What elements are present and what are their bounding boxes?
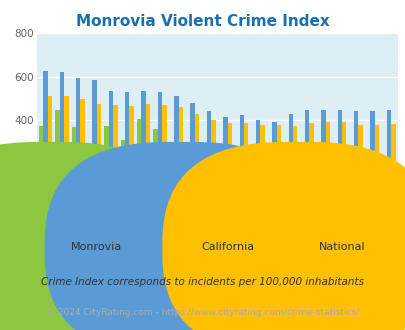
Bar [386, 110, 390, 208]
Bar [76, 78, 80, 208]
Bar [276, 125, 280, 208]
Bar [267, 181, 272, 208]
Bar [202, 165, 206, 208]
Bar [113, 105, 117, 208]
Bar [358, 125, 362, 208]
Bar [162, 105, 166, 208]
Bar [234, 160, 239, 208]
Bar [211, 120, 215, 208]
Bar [341, 121, 345, 208]
Bar [153, 129, 158, 208]
Bar [333, 166, 337, 208]
Bar [349, 181, 353, 208]
Bar [284, 181, 288, 208]
Bar [300, 173, 304, 208]
Bar [288, 114, 292, 208]
Bar [260, 125, 264, 208]
Bar [218, 163, 223, 208]
Text: Monrovia Violent Crime Index: Monrovia Violent Crime Index [76, 14, 329, 29]
Bar [255, 120, 260, 208]
Bar [48, 96, 52, 208]
Bar [88, 146, 92, 208]
Bar [55, 110, 60, 208]
Bar [304, 110, 309, 208]
Bar [190, 103, 194, 208]
Text: Monrovia: Monrovia [71, 243, 122, 252]
Bar [390, 124, 394, 208]
Bar [39, 126, 43, 208]
Bar [141, 91, 145, 208]
Bar [374, 125, 378, 208]
Bar [292, 126, 297, 208]
Bar [92, 80, 96, 208]
Bar [227, 123, 231, 208]
Bar [64, 96, 68, 208]
Bar [272, 121, 276, 208]
Bar [158, 92, 162, 208]
Bar [369, 111, 374, 208]
Bar [109, 91, 113, 208]
Bar [120, 140, 125, 208]
Bar [243, 123, 248, 208]
Text: © 2024 CityRating.com - https://www.cityrating.com/crime-statistics/: © 2024 CityRating.com - https://www.city… [46, 308, 359, 317]
Bar [194, 114, 199, 208]
Bar [309, 123, 313, 208]
Bar [365, 165, 369, 208]
Bar [145, 104, 150, 208]
Bar [239, 115, 243, 208]
Bar [316, 170, 320, 208]
Bar [251, 173, 255, 208]
Bar [125, 92, 129, 208]
Text: Crime Index corresponds to incidents per 100,000 inhabitants: Crime Index corresponds to incidents per… [41, 278, 364, 287]
Bar [353, 111, 358, 208]
Text: California: California [200, 243, 254, 252]
Bar [136, 119, 141, 208]
Bar [206, 111, 211, 208]
Bar [43, 71, 48, 208]
Bar [337, 110, 341, 208]
Bar [178, 107, 183, 208]
Bar [174, 96, 178, 208]
Bar [129, 106, 134, 208]
Bar [104, 126, 109, 208]
Bar [60, 72, 64, 208]
Text: National: National [318, 243, 364, 252]
Bar [96, 104, 101, 208]
Bar [185, 145, 190, 208]
Bar [382, 182, 386, 208]
Bar [71, 127, 76, 208]
Bar [80, 99, 85, 208]
Bar [223, 117, 227, 208]
Bar [320, 110, 325, 208]
Bar [169, 150, 174, 208]
Bar [325, 121, 329, 208]
